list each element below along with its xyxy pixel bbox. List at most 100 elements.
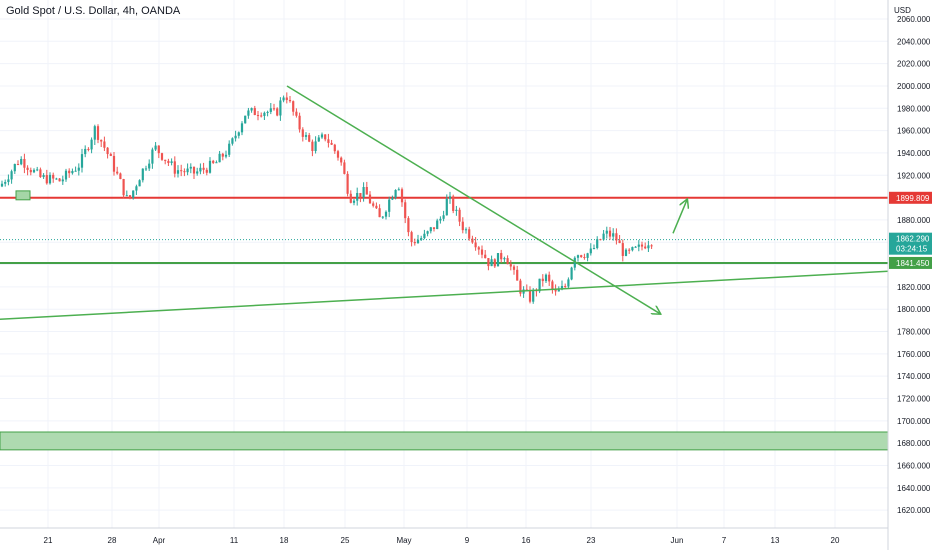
- x-tick-label: 25: [341, 536, 350, 545]
- x-ticks: 21 28 Apr 11 18 25 May 9 16 23 Jun 7 13 20: [44, 536, 840, 545]
- candle-body: [221, 153, 224, 157]
- descending-trendline[interactable]: [286, 85, 660, 314]
- candle-body: [493, 259, 496, 267]
- candle-body: [285, 97, 288, 100]
- x-tick-label: 7: [722, 536, 727, 545]
- candle-body: [253, 108, 256, 116]
- x-tick-label: 16: [522, 536, 531, 545]
- candle-body: [631, 247, 634, 251]
- candle-body: [618, 240, 621, 244]
- candle-body: [519, 280, 522, 294]
- candle-body: [647, 245, 650, 249]
- ascending-trendline[interactable]: [0, 270, 889, 321]
- candle-body: [228, 143, 231, 155]
- candle-body: [52, 174, 55, 179]
- candle-body: [80, 154, 84, 168]
- candle-body: [170, 161, 173, 163]
- candle-body: [55, 178, 58, 180]
- candle-body: [397, 189, 400, 191]
- support-badge-text: 1841.450: [896, 259, 930, 268]
- candle-body: [432, 227, 436, 230]
- candle-body: [234, 135, 237, 139]
- candle-body: [208, 160, 212, 173]
- highlight-layer: [15, 190, 31, 201]
- candle-body: [570, 267, 573, 280]
- candle-body: [554, 289, 557, 292]
- candle-body: [42, 175, 45, 178]
- candle-body: [349, 193, 352, 203]
- highlight-box[interactable]: [15, 190, 31, 201]
- candle-body: [112, 155, 116, 172]
- candle-body: [90, 139, 93, 150]
- candle-body: [461, 221, 464, 231]
- candle-body: [109, 154, 112, 156]
- candle-body: [394, 190, 397, 198]
- y-tick-label: 1760.000: [897, 350, 931, 359]
- levels-layer: [0, 196, 888, 264]
- last-price-badge-text: 03:24:15: [896, 245, 928, 254]
- candle-body: [16, 164, 20, 166]
- candle-body: [532, 289, 535, 302]
- candle-body: [231, 138, 234, 144]
- candle-body: [458, 209, 461, 222]
- candle-body: [378, 208, 381, 218]
- candle-body: [490, 259, 493, 267]
- y-tick-label: 1820.000: [897, 283, 931, 292]
- y-tick-label: 1640.000: [897, 484, 931, 493]
- candle-body: [477, 247, 480, 250]
- candle-body: [423, 233, 426, 239]
- y-tick-label: 1960.000: [897, 127, 931, 136]
- candle-body: [205, 169, 208, 173]
- candle-body: [573, 257, 576, 268]
- candle-body: [311, 141, 314, 152]
- y-tick-label: 1980.000: [897, 104, 931, 113]
- candle-body: [256, 115, 260, 117]
- y-tick-label: 1660.000: [897, 461, 931, 470]
- candle-body: [237, 132, 240, 136]
- candle-body: [333, 144, 336, 152]
- candle-body: [448, 196, 452, 199]
- resistance-badge-text: 1899.809: [896, 194, 930, 203]
- candle-body: [420, 238, 423, 240]
- price-axis[interactable]: [888, 0, 932, 550]
- candle-body: [416, 239, 420, 244]
- candle-body: [359, 192, 362, 198]
- candle-body: [164, 159, 167, 161]
- candle-body: [500, 253, 503, 260]
- y-tick-label: 1800.000: [897, 305, 931, 314]
- candle-body: [413, 242, 416, 244]
- candle-body: [106, 147, 109, 155]
- candle-body: [202, 167, 205, 170]
- candle-body: [471, 238, 474, 243]
- candle-body: [640, 244, 644, 247]
- candle-body: [71, 171, 74, 174]
- candle-body: [445, 198, 448, 216]
- candle-body: [26, 167, 29, 170]
- candle-body: [189, 166, 192, 169]
- candle-body: [74, 170, 77, 172]
- candle-body: [442, 215, 445, 219]
- candle-body: [583, 257, 586, 259]
- candle-body: [212, 160, 215, 163]
- candle-body: [157, 145, 160, 154]
- candle-body: [218, 153, 221, 163]
- candles-layer: [0, 92, 653, 304]
- demand-zone[interactable]: [0, 431, 889, 451]
- candle-body: [557, 289, 560, 292]
- candle-body: [586, 253, 589, 258]
- y-tick-label: 2040.000: [897, 37, 931, 46]
- candle-body: [541, 278, 544, 282]
- candle-body: [650, 245, 653, 247]
- candle-body: [608, 230, 612, 237]
- candle-body: [292, 101, 295, 112]
- candle-body: [327, 139, 330, 143]
- y-tick-label: 1920.000: [897, 171, 931, 180]
- candle-body: [151, 149, 154, 164]
- candle-body: [128, 195, 132, 198]
- candle-body: [192, 166, 196, 174]
- y-tick-label: 1940.000: [897, 149, 931, 158]
- projection-trendline[interactable]: [672, 200, 687, 234]
- candle-body: [247, 110, 250, 116]
